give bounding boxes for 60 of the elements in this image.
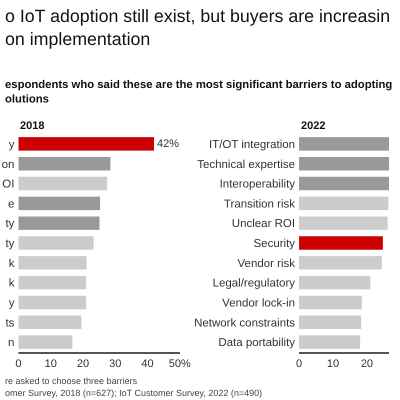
text: omer Survey, 2018 (n=627); IoT Customer Survey, 2022 (n=490) [5, 388, 262, 398]
data-label: 42% [156, 138, 180, 150]
bar [299, 156, 389, 170]
bar [299, 176, 389, 190]
x-tick-label: 50% [168, 358, 192, 370]
bar [299, 137, 389, 151]
y-tick-label: Security [254, 238, 296, 250]
bar [18, 296, 86, 310]
bar [18, 276, 86, 290]
y-tick-label: Technical expertise [197, 158, 296, 171]
text: 2022 [301, 120, 326, 132]
bar [299, 276, 370, 290]
bar [299, 335, 360, 349]
text: 2018 [20, 120, 44, 132]
bar [18, 256, 87, 270]
bar [18, 236, 94, 250]
y-tick-label: ty [5, 238, 15, 250]
x-tick-label: 10 [326, 358, 340, 370]
y-tick-label: y [8, 138, 15, 151]
x-tick-label: 20 [360, 358, 374, 370]
y-tick-label: Vendor risk [238, 258, 296, 270]
y-tick-label: ts [5, 317, 15, 330]
bar [299, 256, 382, 270]
bar [18, 176, 108, 190]
chart-subtitle: espondents who said these are the most significant barriers to adopting olutions [5, 79, 392, 106]
x-tick-label: 20 [76, 358, 90, 370]
bar [299, 196, 388, 210]
y-tick-label: Network constraints [194, 317, 296, 330]
y-tick-label: y [8, 297, 15, 310]
text: re asked to choose three barriers [5, 376, 138, 386]
x-tick-label: 0 [296, 358, 302, 370]
x-tick-label: 30 [109, 358, 122, 370]
y-tick-label: e [8, 198, 14, 210]
bar [18, 137, 154, 151]
bar [299, 316, 362, 330]
y-tick-label: OI [2, 178, 14, 191]
bar [18, 156, 110, 170]
bar [299, 236, 383, 250]
y-tick-label: IT/OT integration [208, 138, 296, 151]
bar [299, 296, 362, 310]
bar [18, 335, 72, 349]
y-tick-label: Data portability [218, 337, 296, 350]
y-tick-label: n [8, 337, 14, 350]
y-tick-label: Unclear ROI [232, 218, 296, 230]
y-tick-label: k [8, 278, 15, 290]
bar [18, 216, 100, 230]
y-tick-label: Interoperability [220, 178, 296, 191]
y-tick-label: on [2, 158, 14, 171]
chart-title: o IoT adoption still exist, but buyers are increasin on implementation [5, 6, 390, 50]
y-tick-label: k [8, 258, 15, 270]
bar [18, 196, 100, 210]
x-tick-label: 10 [44, 358, 57, 370]
x-tick-label: 40 [141, 358, 154, 370]
y-tick-label: Vendor lock-in [222, 297, 296, 310]
y-tick-label: ty [5, 218, 15, 230]
bar [18, 316, 82, 330]
y-tick-label: Transition risk [224, 198, 296, 210]
x-tick-label: 0 [15, 358, 22, 370]
y-tick-label: Legal/regulatory [212, 278, 296, 290]
bar [299, 216, 388, 230]
